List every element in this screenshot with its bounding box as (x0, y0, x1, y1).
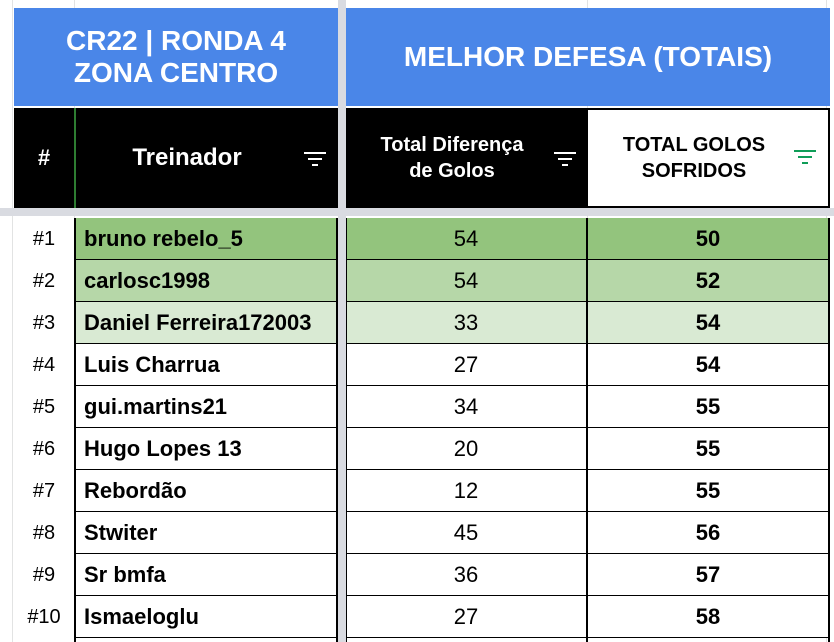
row-border (76, 637, 338, 638)
column-separator (338, 0, 346, 642)
goals-conceded-cell[interactable]: 50 (588, 218, 828, 260)
rank-cell[interactable]: #3 (32, 311, 56, 334)
rank-cell[interactable]: #10 (27, 605, 61, 628)
goals-conceded-cell[interactable]: 56 (588, 512, 828, 554)
rank-cell[interactable]: #5 (32, 395, 56, 418)
column-border (74, 218, 76, 642)
row-border (346, 385, 830, 386)
coach-cell[interactable]: Luis Charrua (76, 344, 338, 386)
goals-conceded-cell[interactable]: 57 (588, 554, 828, 596)
row-border (76, 343, 338, 344)
goals-conceded-cell[interactable]: 54 (588, 344, 828, 386)
filter-icon[interactable] (794, 150, 816, 166)
header-divider (74, 108, 76, 208)
row-border (346, 427, 830, 428)
goal-diff-cell[interactable]: 54 (346, 260, 586, 302)
column-border (336, 218, 338, 642)
row-border (346, 553, 830, 554)
title-banner-right[interactable]: MELHOR DEFESA (TOTAIS) (346, 8, 830, 106)
goal-diff-cell[interactable]: 20 (346, 428, 586, 470)
header-rank-label: # (37, 145, 51, 170)
coach-cell[interactable]: Hugo Lopes 13 (76, 428, 338, 470)
goal-diff-cell[interactable]: 12 (346, 470, 586, 512)
filter-icon[interactable] (554, 152, 576, 168)
coach-cell[interactable]: bruno rebelo_5 (76, 218, 338, 260)
rank-cell[interactable]: #2 (32, 269, 56, 292)
row-border (76, 259, 338, 260)
coach-cell[interactable]: Stwiter (76, 512, 338, 554)
filter-icon[interactable] (304, 152, 326, 168)
goals-conceded-cell[interactable]: 58 (588, 596, 828, 638)
goals-conceded-cell[interactable]: 54 (588, 302, 828, 344)
header-coach-label: Treinador (132, 144, 242, 171)
row-border (346, 469, 830, 470)
row-border (76, 469, 338, 470)
header-goals-conceded-line2: SOFRIDOS (641, 160, 747, 182)
rank-cell[interactable]: #9 (32, 563, 56, 586)
row-border (76, 301, 338, 302)
coach-cell[interactable]: gui.martins21 (76, 386, 338, 428)
rank-cell[interactable]: #1 (32, 227, 56, 250)
goal-diff-cell[interactable]: 27 (346, 596, 586, 638)
gridline (12, 0, 13, 642)
title-banner-left[interactable]: CR22 | RONDA 4 ZONA CENTRO (14, 8, 338, 106)
row-border (76, 427, 338, 428)
section-title: MELHOR DEFESA (TOTAIS) (403, 41, 773, 72)
goal-diff-cell[interactable]: 33 (346, 302, 586, 344)
row-border (346, 259, 830, 260)
goal-diff-cell[interactable]: 36 (346, 554, 586, 596)
row-border (346, 595, 830, 596)
row-border (76, 511, 338, 512)
row-border (76, 385, 338, 386)
header-goals-conceded-line1: TOTAL GOLOS (622, 134, 766, 156)
column-border (828, 218, 830, 642)
column-border (586, 218, 588, 642)
coach-cell[interactable]: Rebordão (76, 470, 338, 512)
rank-cell[interactable]: #6 (32, 437, 56, 460)
goals-conceded-cell[interactable]: 52 (588, 260, 828, 302)
header-goal-diff[interactable]: Total Diferença de Golos (346, 108, 586, 208)
goal-diff-cell[interactable]: 34 (346, 386, 586, 428)
rank-cell[interactable]: #4 (32, 353, 56, 376)
rank-cell[interactable]: #7 (32, 479, 56, 502)
row-border (76, 553, 338, 554)
coach-cell[interactable]: Sr bmfa (76, 554, 338, 596)
goals-conceded-cell[interactable]: 55 (588, 386, 828, 428)
goal-diff-cell[interactable]: 45 (346, 512, 586, 554)
row-border (346, 511, 830, 512)
header-coach[interactable]: Treinador (76, 108, 338, 208)
coach-cell[interactable]: Ismaeloglu (76, 596, 338, 638)
goals-conceded-cell[interactable]: 55 (588, 470, 828, 512)
header-rank[interactable]: # (14, 108, 74, 208)
row-border (346, 343, 830, 344)
column-border (346, 218, 347, 642)
header-goal-diff-line1: Total Diferença (380, 134, 524, 156)
coach-cell[interactable]: carlosc1998 (76, 260, 338, 302)
goal-diff-cell[interactable]: 27 (346, 344, 586, 386)
goals-conceded-cell[interactable]: 55 (588, 428, 828, 470)
frozen-row-divider (0, 208, 834, 216)
row-border (76, 595, 338, 596)
header-goal-diff-line2: de Golos (409, 160, 495, 182)
title-line-2: ZONA CENTRO (73, 57, 279, 88)
row-border (346, 637, 830, 638)
coach-cell[interactable]: Daniel Ferreira172003 (76, 302, 338, 344)
rank-cell[interactable]: #8 (32, 521, 56, 544)
goal-diff-cell[interactable]: 54 (346, 218, 586, 260)
header-goals-conceded[interactable]: TOTAL GOLOS SOFRIDOS (588, 110, 828, 206)
row-border (346, 301, 830, 302)
title-line-1: CR22 | RONDA 4 (66, 25, 286, 56)
